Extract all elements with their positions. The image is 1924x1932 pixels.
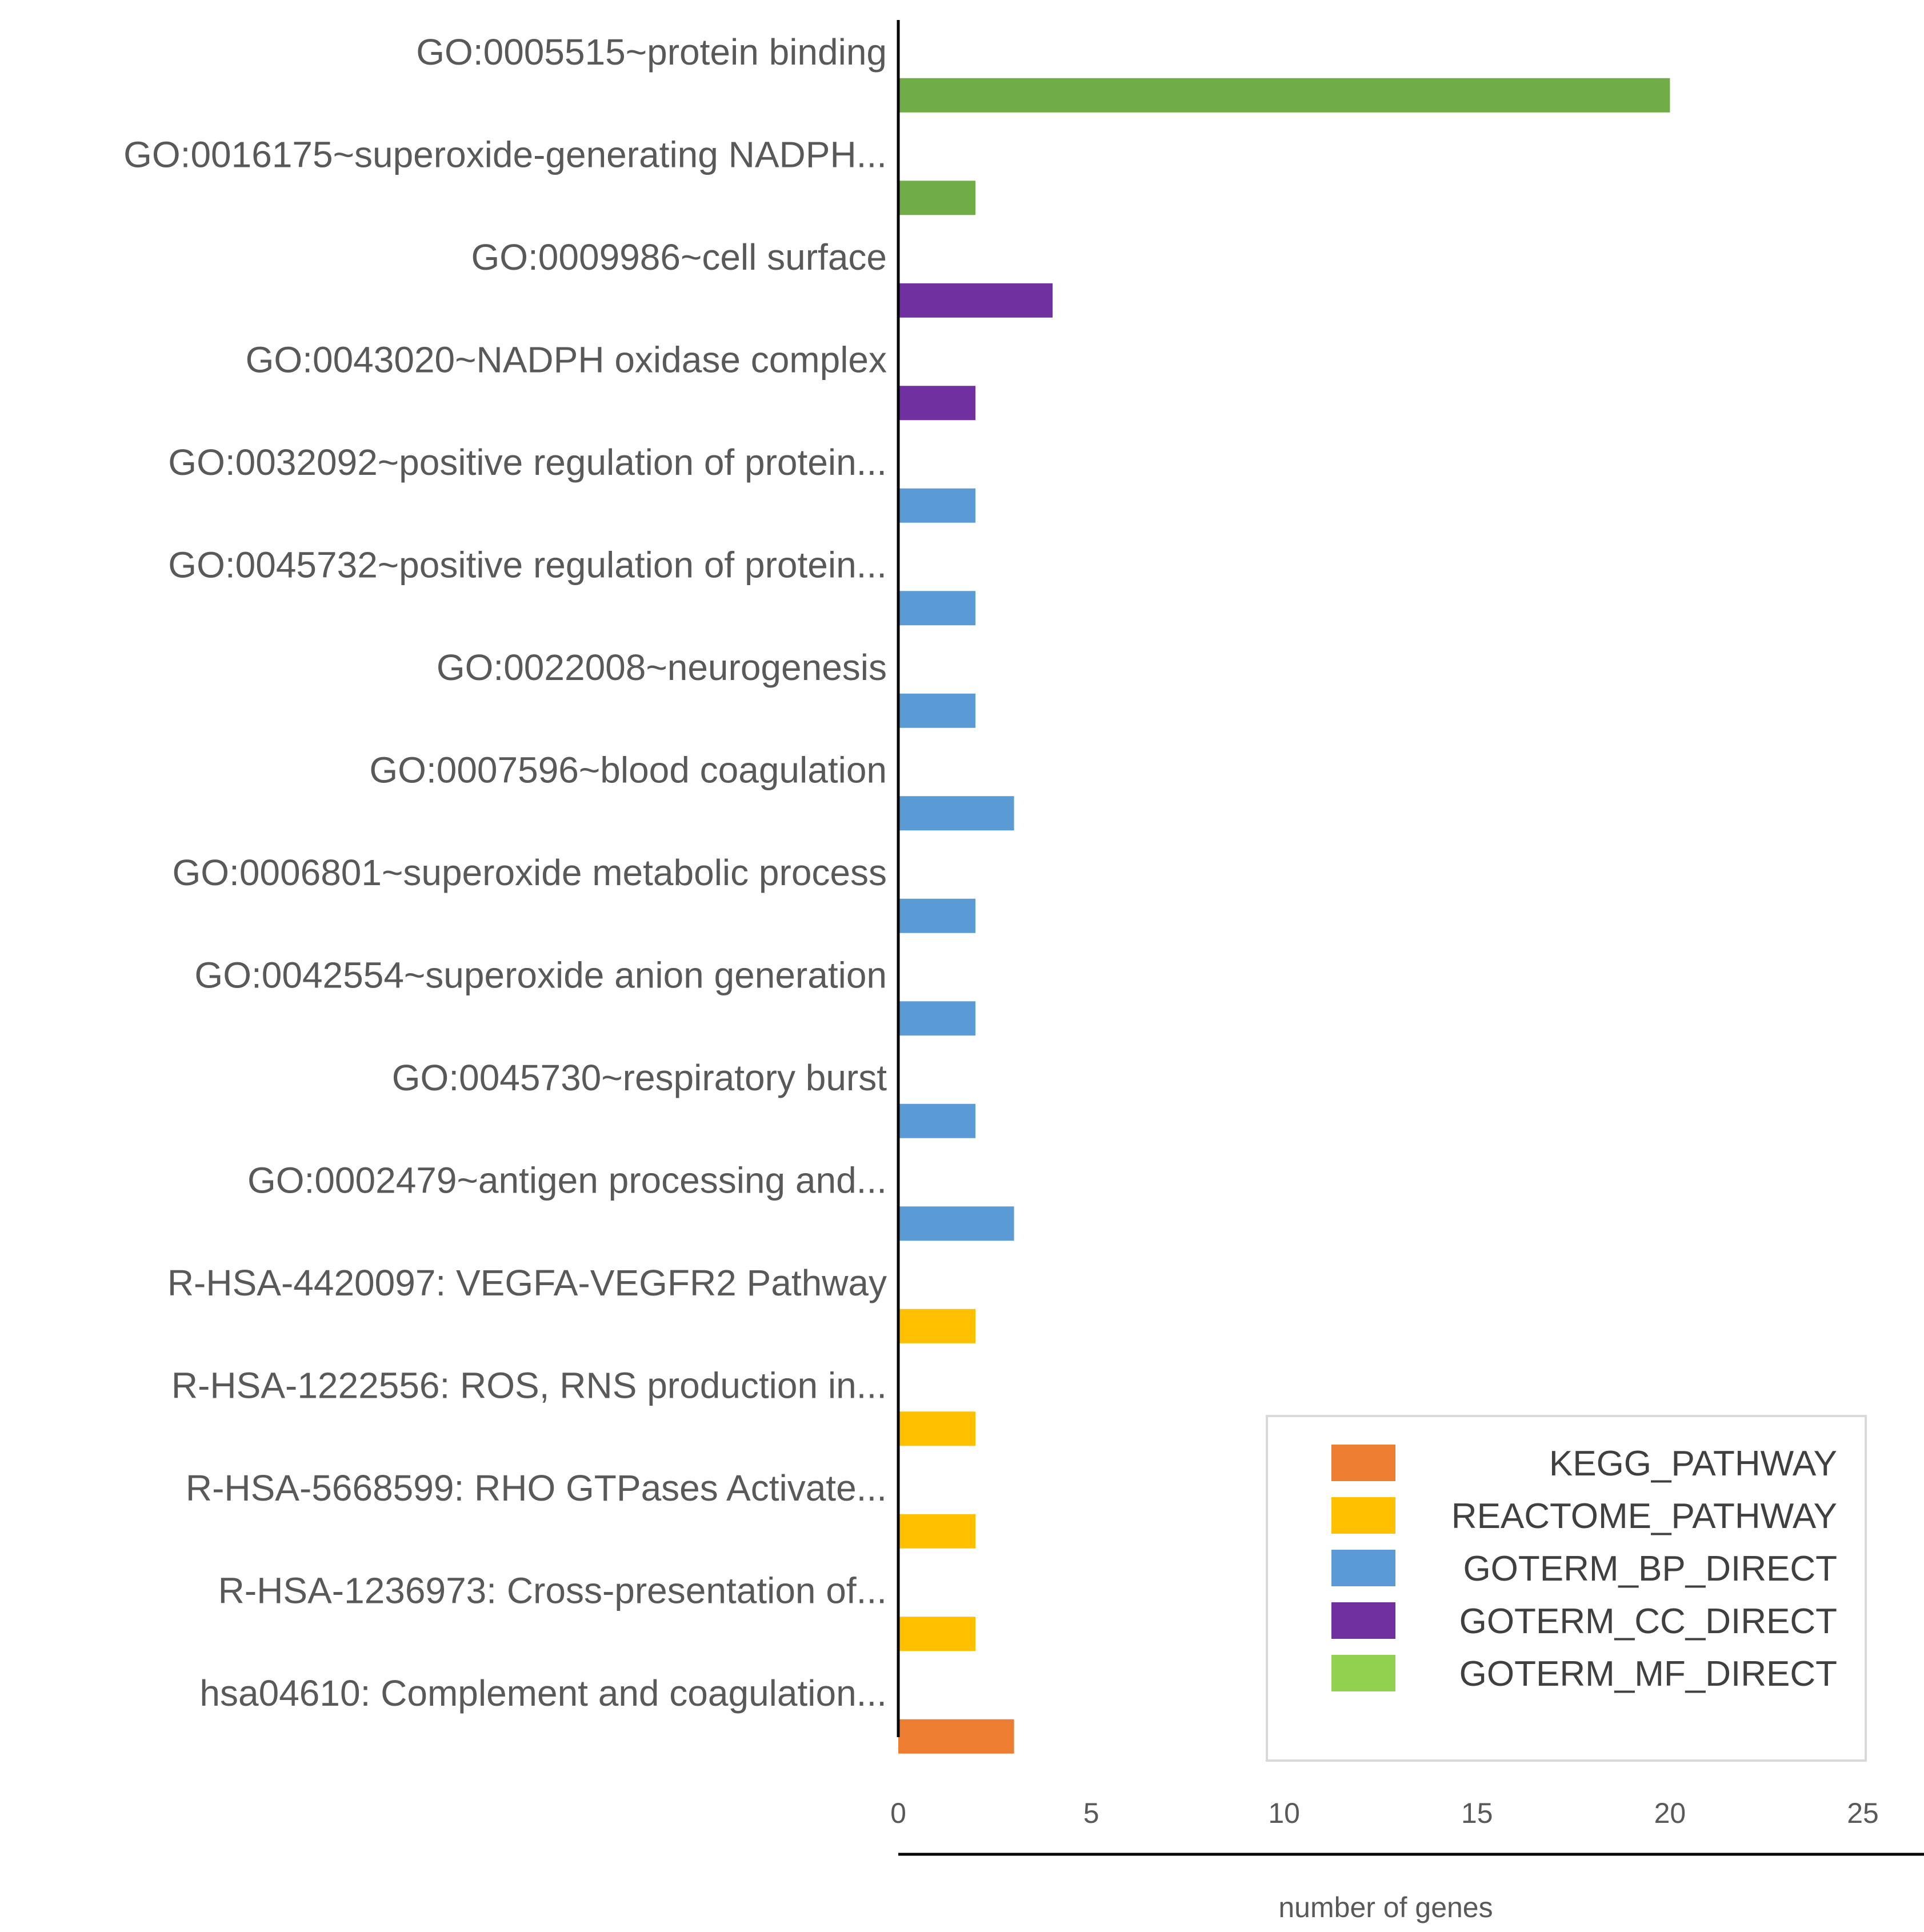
category-label: R-HSA-1222556: ROS, RNS production in... — [171, 1365, 887, 1406]
bar — [898, 1411, 976, 1446]
x-axis-ticks: 0 5 10 15 20 25 — [890, 1797, 1879, 1829]
category-label: R-HSA-4420097: VEGFA-VEGFR2 Pathway — [167, 1262, 887, 1303]
legend-swatch — [1331, 1445, 1395, 1481]
legend-label: GOTERM_CC_DIRECT — [1459, 1602, 1837, 1641]
category-label: GO:0016175~superoxide-generating NADPH..… — [123, 134, 887, 175]
bar — [898, 1103, 976, 1138]
category-label: GO:0006801~superoxide metabolic process — [172, 852, 887, 893]
x-tick-label: 5 — [1083, 1797, 1099, 1829]
category-labels: GO:0005515~protein binding GO:0016175~sup… — [123, 31, 887, 1714]
category-label: GO:0045732~positive regulation of protei… — [168, 544, 887, 585]
x-tick-label: 0 — [890, 1797, 906, 1829]
bar — [898, 78, 1670, 113]
bar — [898, 1309, 976, 1343]
legend-swatch — [1331, 1550, 1395, 1586]
legend-swatch — [1331, 1497, 1395, 1534]
bar — [898, 386, 976, 421]
category-label: GO:0022008~neurogenesis — [437, 647, 887, 688]
legend-swatch — [1331, 1602, 1395, 1639]
x-axis-title: number of genes — [1278, 1891, 1493, 1923]
bar — [898, 591, 976, 626]
bar — [898, 1719, 1014, 1754]
x-tick-label: 20 — [1654, 1797, 1686, 1829]
bar — [898, 898, 976, 933]
legend-label: GOTERM_BP_DIRECT — [1463, 1549, 1837, 1589]
category-label: hsa04610: Complement and coagulation... — [199, 1673, 887, 1714]
category-label: GO:0042554~superoxide anion generation — [194, 954, 887, 995]
bar — [898, 1001, 976, 1036]
category-label: GO:0045730~respiratory burst — [392, 1057, 887, 1098]
bar — [898, 283, 1053, 318]
bar — [898, 1514, 976, 1549]
legend-label: REACTOME_PATHWAY — [1451, 1497, 1837, 1536]
bar — [898, 1617, 976, 1651]
legend-label: GOTERM_MF_DIRECT — [1459, 1654, 1837, 1694]
x-tick-label: 15 — [1461, 1797, 1493, 1829]
bar — [898, 796, 1014, 831]
bar — [898, 693, 976, 728]
bars — [898, 78, 1670, 1754]
legend: KEGG_PATHWAY REACTOME_PATHWAY GOTERM_BP_DI… — [1266, 1415, 1867, 1762]
bar — [898, 1206, 1014, 1241]
x-tick-label: 25 — [1847, 1797, 1879, 1829]
category-label: GO:0007596~blood coagulation — [369, 749, 887, 790]
legend-label: KEGG_PATHWAY — [1549, 1444, 1837, 1483]
category-label: GO:0032092~positive regulation of protei… — [168, 442, 887, 483]
legend-swatch — [1331, 1655, 1395, 1691]
category-label: R-HSA-1236973: Cross-presentation of... — [218, 1570, 887, 1611]
category-label: GO:0043020~NADPH oxidase complex — [246, 339, 887, 380]
bar — [898, 488, 976, 523]
x-tick-label: 10 — [1268, 1797, 1300, 1829]
category-label: R-HSA-5668599: RHO GTPases Activate... — [186, 1467, 887, 1509]
category-label: GO:0009986~cell surface — [471, 237, 887, 278]
category-label: GO:0005515~protein binding — [416, 31, 887, 73]
legend-items: KEGG_PATHWAY REACTOME_PATHWAY GOTERM_BP_DI… — [1331, 1444, 1837, 1694]
bar — [898, 181, 976, 215]
category-label: GO:0002479~antigen processing and... — [247, 1159, 887, 1201]
